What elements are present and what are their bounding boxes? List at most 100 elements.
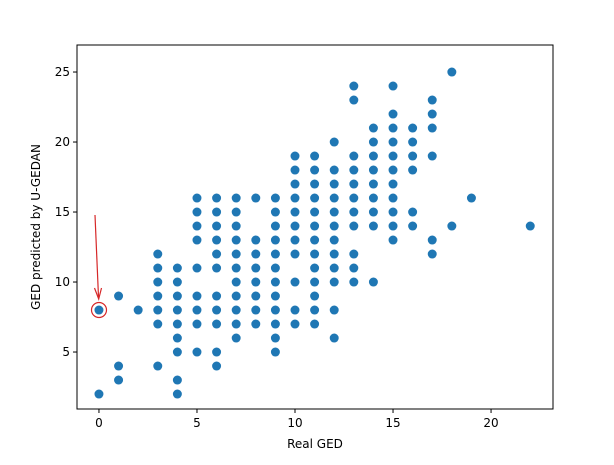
point: [251, 263, 261, 273]
point: [94, 389, 104, 399]
point: [349, 165, 359, 175]
point: [388, 123, 398, 133]
point: [153, 263, 163, 273]
point: [388, 151, 398, 161]
point: [388, 179, 398, 189]
point: [349, 193, 359, 203]
point: [349, 151, 359, 161]
point: [212, 361, 222, 371]
y-axis-label: GED predicted by U-GEDAN: [29, 144, 43, 310]
point: [349, 179, 359, 189]
point: [447, 221, 457, 231]
point: [251, 277, 261, 287]
point: [231, 291, 241, 301]
point: [172, 389, 182, 399]
point: [231, 305, 241, 315]
point: [212, 193, 222, 203]
point: [231, 207, 241, 217]
point: [212, 319, 222, 329]
point: [153, 305, 163, 315]
point: [310, 305, 320, 315]
point: [172, 277, 182, 287]
point: [153, 277, 163, 287]
point: [231, 249, 241, 259]
point: [114, 375, 124, 385]
point: [388, 235, 398, 245]
point: [212, 263, 222, 273]
point: [368, 193, 378, 203]
point: [270, 263, 280, 273]
point: [368, 207, 378, 217]
point: [408, 207, 418, 217]
point: [310, 277, 320, 287]
point: [172, 347, 182, 357]
points: [94, 67, 535, 399]
point: [388, 207, 398, 217]
point: [329, 165, 339, 175]
point: [172, 333, 182, 343]
point: [212, 235, 222, 245]
point: [270, 347, 280, 357]
point: [192, 291, 202, 301]
point: [251, 305, 261, 315]
point: [466, 193, 476, 203]
point: [290, 151, 300, 161]
point: [349, 95, 359, 105]
x-tick-label: 10: [287, 416, 302, 430]
point: [427, 95, 437, 105]
point: [270, 193, 280, 203]
point: [310, 221, 320, 231]
point: [251, 291, 261, 301]
y-tick-label: 10: [55, 275, 70, 289]
point: [427, 123, 437, 133]
point: [192, 319, 202, 329]
point: [212, 291, 222, 301]
arrow-shaft: [94, 214, 100, 298]
point: [368, 179, 378, 189]
y-tick-label: 20: [55, 135, 70, 149]
point: [310, 193, 320, 203]
point: [310, 235, 320, 245]
point: [212, 207, 222, 217]
point: [231, 221, 241, 231]
arrow-head: [93, 287, 103, 301]
point: [114, 361, 124, 371]
point: [270, 249, 280, 259]
x-tick-label: 15: [385, 416, 400, 430]
point: [408, 221, 418, 231]
point: [329, 333, 339, 343]
point: [329, 277, 339, 287]
point: [310, 291, 320, 301]
point: [251, 193, 261, 203]
point: [368, 151, 378, 161]
point: [427, 109, 437, 119]
point: [388, 221, 398, 231]
axes-frame: [76, 44, 554, 410]
point: [447, 67, 457, 77]
point: [290, 193, 300, 203]
point: [368, 277, 378, 287]
point: [329, 249, 339, 259]
point: [172, 305, 182, 315]
point: [349, 221, 359, 231]
point: [270, 333, 280, 343]
highlight-circle: [90, 301, 108, 319]
point: [212, 347, 222, 357]
point: [270, 235, 280, 245]
point: [270, 277, 280, 287]
point: [94, 305, 104, 315]
point: [329, 179, 339, 189]
x-tick-label: 20: [483, 416, 498, 430]
point: [270, 207, 280, 217]
point: [368, 123, 378, 133]
point: [310, 263, 320, 273]
point: [310, 207, 320, 217]
point: [349, 207, 359, 217]
point: [290, 235, 300, 245]
point: [172, 375, 182, 385]
point: [192, 235, 202, 245]
point: [290, 207, 300, 217]
point: [329, 193, 339, 203]
point: [290, 179, 300, 189]
point: [231, 235, 241, 245]
